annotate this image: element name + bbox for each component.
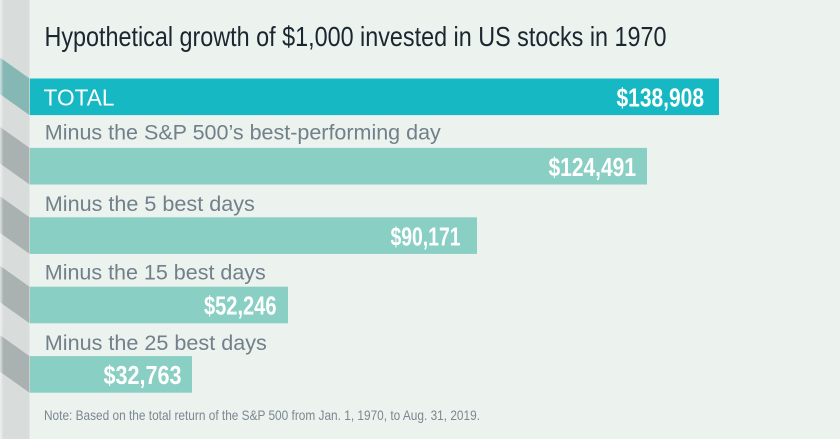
svg-text:$138,908: $138,908 xyxy=(617,84,705,112)
svg-text:Note: Based on the total retur: Note: Based on the total return of the S… xyxy=(44,407,480,423)
svg-text:Minus the S&P 500’s best-perfo: Minus the S&P 500’s best-performing day xyxy=(45,121,441,144)
svg-text:TOTAL: TOTAL xyxy=(44,84,115,110)
svg-text:Minus the 5 best days: Minus the 5 best days xyxy=(45,193,255,216)
svg-text:$32,763: $32,763 xyxy=(104,362,182,390)
svg-text:Minus the 15 best days: Minus the 15 best days xyxy=(45,262,266,285)
svg-text:$52,246: $52,246 xyxy=(204,293,277,321)
svg-text:Hypothetical growth of $1,000: Hypothetical growth of $1,000 invested i… xyxy=(45,21,667,52)
svg-text:Minus the 25 best days: Minus the 25 best days xyxy=(45,332,267,355)
svg-text:$90,171: $90,171 xyxy=(391,223,461,251)
svg-text:$124,491: $124,491 xyxy=(549,154,637,182)
